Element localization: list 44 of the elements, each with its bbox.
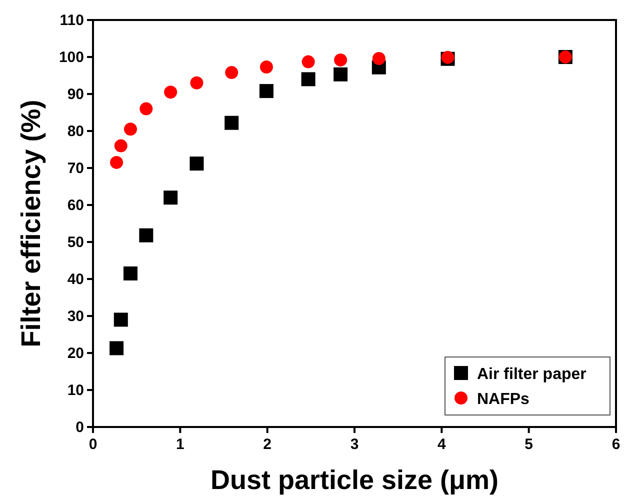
y-tick-label: 30 [67,308,84,325]
legend-label: NAFPs [477,391,530,408]
y-tick-label: 50 [67,234,84,251]
y-tick-label: 10 [67,382,84,399]
point [334,53,348,66]
point [302,55,315,68]
point [259,84,274,98]
y-tick-label: 40 [67,271,84,288]
point [301,72,316,86]
y-tick-label: 60 [67,197,84,214]
y-tick-label: 80 [67,123,84,140]
x-axis-title: Dust particle size (μm) [210,465,499,495]
point [224,116,239,130]
y-tick-label: 90 [67,86,84,103]
y-tick-label: 0 [76,419,84,436]
point [114,139,128,152]
x-tick-label: 6 [612,436,620,453]
x-tick-label: 5 [524,436,534,453]
legend-label: Air filter paper [477,366,586,383]
x-tick-label: 2 [263,436,272,453]
point [124,122,137,136]
y-tick-label: 110 [60,12,84,29]
x-tick-label: 0 [88,436,98,453]
point [372,52,386,65]
y-axis-title: Filter efficiency (%) [16,100,46,348]
point [190,76,204,90]
y-tick-label: 70 [67,160,84,177]
point [140,102,153,116]
point [123,266,138,280]
x-tick-label: 1 [176,436,184,453]
point [190,156,204,171]
y-tick-label: 100 [58,49,84,66]
y-tick-label: 20 [67,345,84,362]
x-tick-label: 4 [437,436,446,453]
x-tick-label: 3 [350,436,359,453]
point [164,190,178,205]
point [260,60,273,74]
point [110,156,124,169]
point [139,228,154,242]
point [225,66,238,80]
point [334,67,348,82]
point [110,341,124,356]
point [164,86,178,99]
point [114,312,128,327]
